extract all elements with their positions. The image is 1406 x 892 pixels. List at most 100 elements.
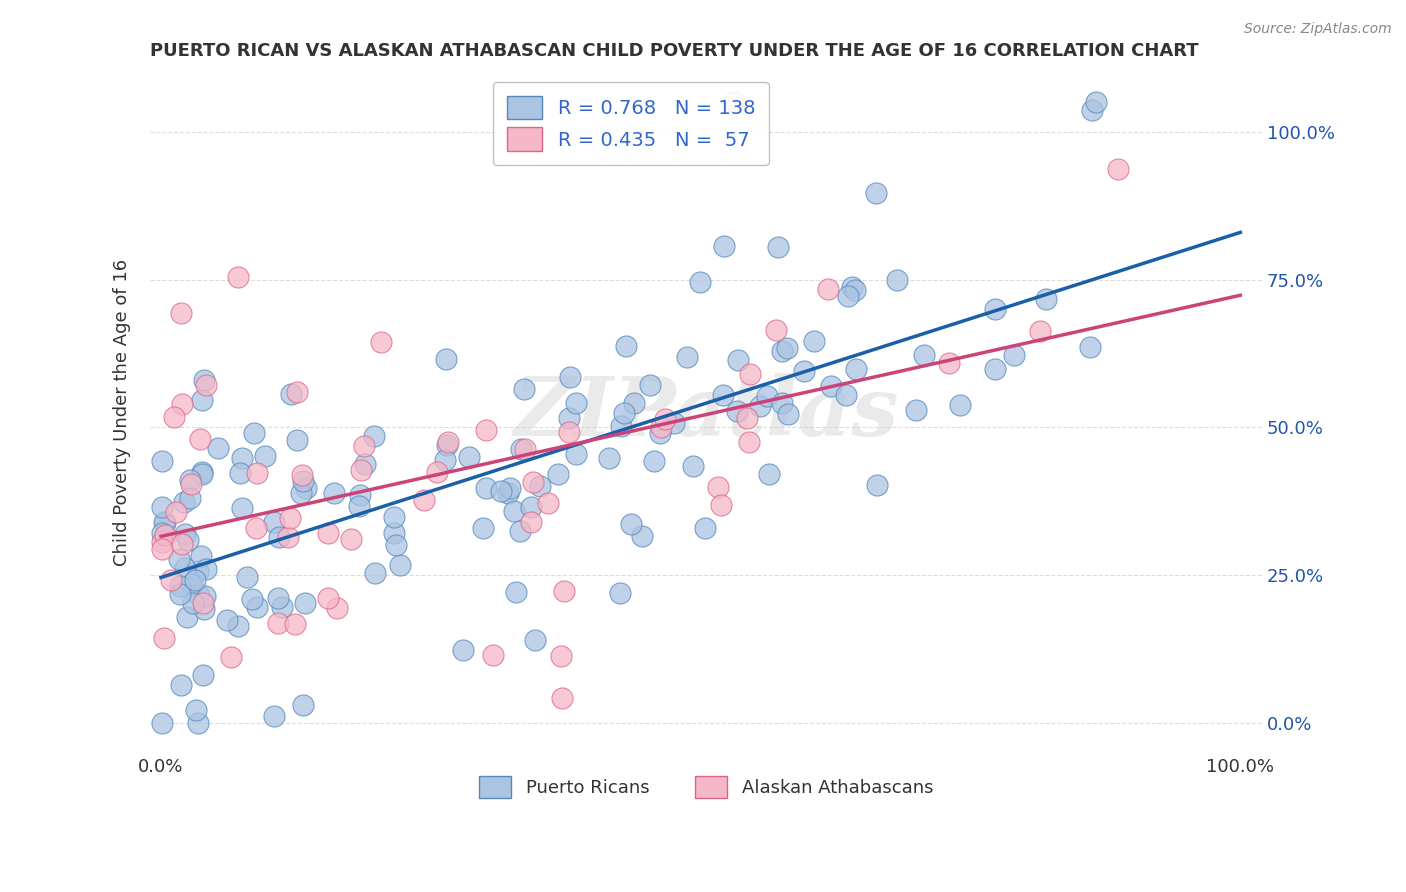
Point	[457, 450, 479, 464]
Point	[775, 341, 797, 355]
Point	[316, 591, 339, 605]
Legend: Puerto Ricans, Alaskan Athabascans: Puerto Ricans, Alaskan Athabascans	[472, 769, 941, 805]
Point	[522, 475, 544, 489]
Point	[475, 482, 498, 496]
Point	[263, 709, 285, 723]
Point	[215, 613, 238, 627]
Point	[240, 591, 263, 606]
Point	[318, 526, 340, 541]
Point	[1002, 348, 1025, 362]
Point	[547, 467, 569, 482]
Point	[180, 577, 202, 591]
Point	[498, 486, 520, 500]
Point	[844, 283, 866, 297]
Point	[710, 498, 733, 512]
Point	[766, 240, 789, 254]
Point	[793, 364, 815, 378]
Point	[291, 468, 314, 483]
Point	[364, 566, 387, 580]
Point	[749, 399, 772, 413]
Point	[643, 453, 665, 467]
Point	[770, 344, 793, 359]
Point	[654, 412, 676, 426]
Point	[758, 467, 780, 481]
Point	[231, 500, 253, 515]
Point	[245, 521, 267, 535]
Point	[173, 495, 195, 509]
Point	[770, 396, 793, 410]
Point	[176, 533, 198, 547]
Point	[150, 500, 173, 514]
Point	[280, 387, 302, 401]
Point	[776, 407, 799, 421]
Point	[187, 587, 209, 601]
Point	[1107, 161, 1129, 176]
Point	[520, 500, 543, 515]
Point	[756, 388, 779, 402]
Point	[290, 486, 312, 500]
Point	[524, 632, 547, 647]
Point	[837, 289, 859, 303]
Point	[512, 383, 534, 397]
Point	[650, 420, 672, 434]
Point	[181, 596, 204, 610]
Point	[179, 491, 201, 505]
Point	[174, 561, 197, 575]
Point	[193, 602, 215, 616]
Point	[565, 447, 588, 461]
Point	[195, 377, 218, 392]
Point	[631, 529, 654, 543]
Point	[277, 530, 299, 544]
Point	[278, 511, 301, 525]
Text: ZIPatlas: ZIPatlas	[513, 373, 898, 452]
Point	[229, 467, 252, 481]
Point	[353, 439, 375, 453]
Point	[984, 302, 1007, 317]
Point	[558, 425, 581, 440]
Point	[226, 269, 249, 284]
Point	[150, 454, 173, 468]
Point	[236, 570, 259, 584]
Point	[150, 535, 173, 549]
Point	[153, 516, 176, 530]
Point	[267, 530, 290, 544]
Point	[904, 402, 927, 417]
Point	[176, 610, 198, 624]
Point	[614, 339, 637, 353]
Point	[598, 451, 620, 466]
Point	[865, 186, 887, 200]
Point	[170, 678, 193, 692]
Point	[738, 435, 761, 450]
Point	[184, 573, 207, 587]
Point	[693, 521, 716, 535]
Point	[706, 480, 728, 494]
Point	[482, 648, 505, 662]
Point	[413, 492, 436, 507]
Point	[949, 398, 972, 412]
Point	[349, 499, 371, 513]
Point	[610, 418, 633, 433]
Point	[886, 273, 908, 287]
Point	[640, 378, 662, 392]
Point	[194, 562, 217, 576]
Point	[150, 525, 173, 540]
Point	[191, 467, 214, 481]
Point	[207, 442, 229, 456]
Point	[803, 334, 825, 348]
Point	[191, 668, 214, 682]
Point	[246, 466, 269, 480]
Point	[820, 378, 842, 392]
Text: Source: ZipAtlas.com: Source: ZipAtlas.com	[1244, 22, 1392, 37]
Point	[243, 426, 266, 441]
Point	[170, 537, 193, 551]
Point	[505, 585, 527, 599]
Point	[170, 306, 193, 320]
Point	[472, 520, 495, 534]
Point	[682, 458, 704, 473]
Point	[564, 396, 586, 410]
Point	[727, 353, 749, 368]
Point	[513, 442, 536, 456]
Point	[520, 516, 543, 530]
Point	[180, 477, 202, 491]
Point	[169, 579, 191, 593]
